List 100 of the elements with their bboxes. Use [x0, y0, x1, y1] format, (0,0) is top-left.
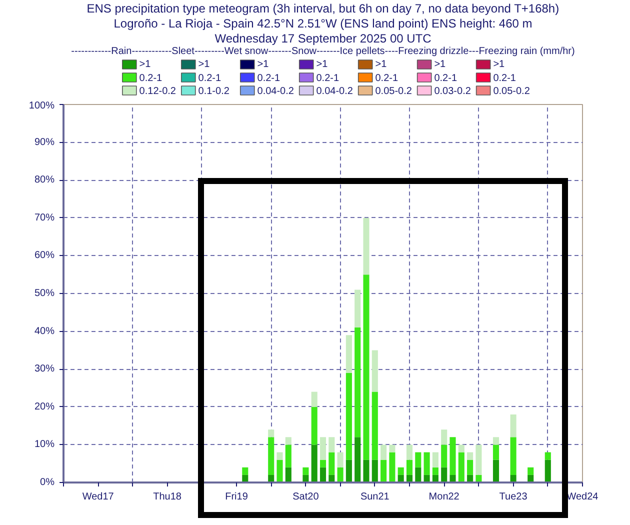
bar — [467, 452, 474, 460]
bar — [311, 392, 318, 407]
bar — [398, 467, 404, 475]
legend-label: >1 — [198, 59, 210, 70]
bar — [372, 350, 378, 392]
bar — [346, 460, 352, 482]
bar — [389, 452, 396, 482]
bar — [458, 444, 464, 452]
bar — [450, 474, 456, 482]
bar — [380, 460, 387, 482]
legend-label: 0.05-0.2 — [493, 86, 530, 97]
bar — [544, 460, 551, 482]
y-tick-label: 20% — [34, 401, 55, 412]
bar — [337, 452, 344, 468]
x-tick-label: Tue23 — [499, 492, 528, 502]
x-tick-label: Mon22 — [428, 492, 460, 502]
bar — [544, 452, 551, 460]
bar — [458, 452, 464, 482]
y-tick-label: 60% — [34, 250, 55, 262]
x-tick-label: Sun21 — [360, 492, 390, 502]
legend-label: 0.1-0.2 — [198, 86, 230, 97]
y-tick-label: 70% — [34, 212, 55, 224]
bar — [328, 437, 335, 452]
legend-label: 0.2-1 — [198, 73, 222, 84]
y-tick-label: 30% — [34, 364, 55, 375]
bar — [320, 460, 326, 468]
bar — [268, 437, 274, 475]
bar — [276, 460, 283, 482]
bar — [311, 406, 318, 445]
bar — [320, 437, 326, 460]
bar — [372, 460, 378, 482]
x-tick-label: Thu18 — [153, 492, 182, 502]
bar — [285, 467, 292, 482]
bar — [302, 467, 309, 475]
bar — [492, 437, 500, 445]
y-tick-label: 90% — [34, 136, 55, 148]
bar — [406, 460, 413, 475]
bar — [268, 430, 274, 438]
bar — [337, 467, 344, 482]
bar — [372, 392, 378, 460]
bar — [320, 467, 326, 482]
legend-label: 0.2-1 — [434, 73, 458, 84]
x-tick-label: Wed24 — [566, 492, 599, 502]
bar — [328, 452, 335, 475]
bar — [528, 467, 534, 475]
bar — [276, 452, 283, 460]
x-tick-label: Fri19 — [225, 492, 248, 502]
bar — [406, 444, 413, 460]
bar — [380, 444, 387, 460]
bar — [450, 437, 456, 475]
legend-label: 0.2-1 — [316, 73, 340, 84]
bar — [492, 460, 500, 482]
bar — [510, 414, 516, 438]
legend-label: >1 — [375, 59, 388, 70]
bar — [285, 437, 292, 445]
bar — [441, 430, 448, 445]
legend-label: 0.2-1 — [257, 73, 280, 84]
legend-label: >1 — [493, 59, 506, 70]
legend-label: 0.2-1 — [375, 73, 398, 84]
legend-label: 0.03-0.2 — [434, 86, 472, 97]
legend-label: >1 — [257, 59, 270, 70]
bar — [476, 444, 482, 475]
bar — [441, 444, 448, 468]
legend-label: 0.2-1 — [139, 73, 163, 84]
y-tick-label: 100% — [28, 100, 55, 112]
bar — [311, 444, 318, 482]
x-tick-label: Sat20 — [292, 492, 320, 502]
bar — [363, 218, 370, 275]
bar — [346, 335, 352, 373]
y-tick-label: 80% — [34, 174, 55, 186]
legend-label: >1 — [434, 59, 446, 70]
legend-label: 0.04-0.2 — [316, 86, 354, 97]
bar — [242, 467, 248, 475]
bar — [492, 444, 500, 460]
x-tick-label: Wed17 — [82, 492, 114, 502]
bar — [354, 328, 361, 438]
legend-label: >1 — [316, 59, 328, 70]
bar — [415, 452, 422, 468]
bar — [441, 467, 448, 482]
y-tick-label: 40% — [34, 326, 55, 337]
legend-label: 0.04-0.2 — [257, 86, 294, 97]
bar — [354, 437, 361, 482]
bar — [346, 372, 352, 460]
legend-label: 0.05-0.2 — [375, 86, 412, 97]
bar — [415, 467, 422, 482]
chart-subtitle: Logroño - La Rioja - Spain 42.5°N 2.51°W (ENS land point) ENS height: 460 m Wednesday 17 September 2025 00 UTC — [114, 16, 532, 46]
bar — [432, 467, 438, 475]
bar — [285, 444, 292, 468]
bar — [354, 290, 361, 328]
bar — [467, 460, 474, 475]
y-tick-label: 0% — [40, 477, 55, 488]
bar — [363, 274, 370, 460]
legend-label: >1 — [139, 59, 152, 70]
legend-label: 0.12-0.2 — [139, 86, 176, 97]
bar — [510, 437, 516, 475]
legend-title: ------------Rain------------Sleet---------Wet snow-------Snow-------Ice pellets----Freezing drizzle---Freezing rain (mm/hr) — [71, 46, 575, 57]
bar — [424, 452, 430, 475]
y-tick-label: 50% — [34, 288, 55, 299]
bar — [363, 460, 370, 482]
bar — [432, 452, 438, 468]
